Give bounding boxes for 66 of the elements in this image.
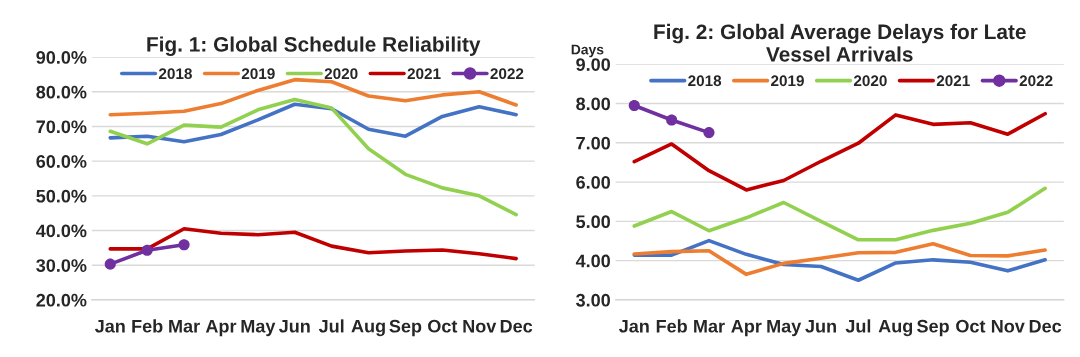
x-tick-label: Dec	[1029, 319, 1062, 333]
y-tick-label: 30.0%	[36, 259, 87, 272]
legend-label: 2020	[853, 75, 887, 87]
chart-title: Fig. 1: Global Schedule Reliability	[147, 36, 481, 56]
line-series	[632, 111, 1047, 192]
y-tick-label: 20.0%	[36, 293, 87, 307]
point	[141, 244, 153, 256]
line-series	[108, 226, 518, 261]
legend-label: 2018	[158, 68, 192, 80]
x-tick-label: Jun	[805, 319, 836, 333]
y-tick-label: 3.00	[576, 293, 610, 307]
line-series	[632, 238, 1047, 283]
x-tick-label: Jun	[278, 319, 310, 333]
legend-label: 2022	[490, 68, 524, 80]
legend-label: 2021	[407, 68, 441, 80]
y-tick-label: 4.00	[575, 254, 610, 268]
y-tick-label: 90.0%	[36, 51, 87, 64]
line-series	[108, 102, 518, 144]
x-tick-label: Apr	[731, 319, 762, 337]
x-tick-label: May	[241, 319, 276, 337]
point	[178, 239, 190, 251]
legend-label: 2019	[771, 75, 804, 87]
y-tick-label: 60.0%	[36, 155, 87, 168]
point	[703, 127, 715, 139]
line-series	[632, 241, 1047, 277]
y-tick-label: 5.00	[576, 215, 610, 229]
point	[104, 258, 116, 270]
x-tick-label: Nov	[463, 319, 497, 333]
x-tick-label: Mar	[169, 319, 200, 333]
x-tick-label: Jan	[94, 319, 125, 333]
y-tick-label: 6.00	[576, 176, 610, 189]
x-tick-label: Mar	[694, 319, 725, 333]
x-tick-label: Feb	[132, 319, 163, 333]
x-tick-label: Jan	[618, 319, 649, 333]
x-tick-label: May	[767, 319, 802, 337]
y-tick-label: 70.0%	[36, 120, 87, 134]
x-tick-label: Sep	[917, 319, 949, 337]
x-tick-label: Feb	[656, 319, 687, 333]
y-tick-label: 80.0%	[36, 85, 87, 99]
y-tick-label: 9.00	[576, 58, 610, 71]
legend-label: 2018	[688, 75, 722, 87]
line-series	[108, 97, 518, 217]
line-series	[108, 77, 518, 117]
x-tick-label: Oct	[428, 319, 458, 333]
x-tick-label: Jul	[845, 319, 871, 333]
point	[666, 114, 678, 126]
point	[628, 99, 640, 112]
x-tick-label: Dec	[500, 319, 533, 333]
legend-label: 2022	[1019, 75, 1053, 87]
legend-label: 2020	[324, 68, 358, 80]
x-tick-label: Oct	[956, 319, 986, 333]
y-tick-label: 50.0%	[36, 189, 87, 203]
y-tick-label: 40.0%	[36, 224, 87, 238]
legend-label: 2019	[241, 68, 275, 80]
x-tick-label: Sep	[389, 319, 422, 337]
x-tick-label: Nov	[991, 319, 1025, 333]
x-tick-label: Apr	[205, 319, 237, 337]
line-series	[632, 186, 1047, 242]
chart-title: Fig. 2: Global Average Delays for Late Vessel Arrivals	[654, 23, 1026, 62]
x-tick-label: Aug	[878, 319, 913, 337]
y-tick-label: 8.00	[576, 97, 610, 111]
x-tick-label: Aug	[351, 319, 385, 337]
legend-label: 2021	[936, 75, 970, 87]
y-axis-title: Days	[571, 44, 604, 58]
x-tick-label: Jul	[318, 319, 344, 333]
y-tick-label: 7.00	[576, 136, 610, 150]
